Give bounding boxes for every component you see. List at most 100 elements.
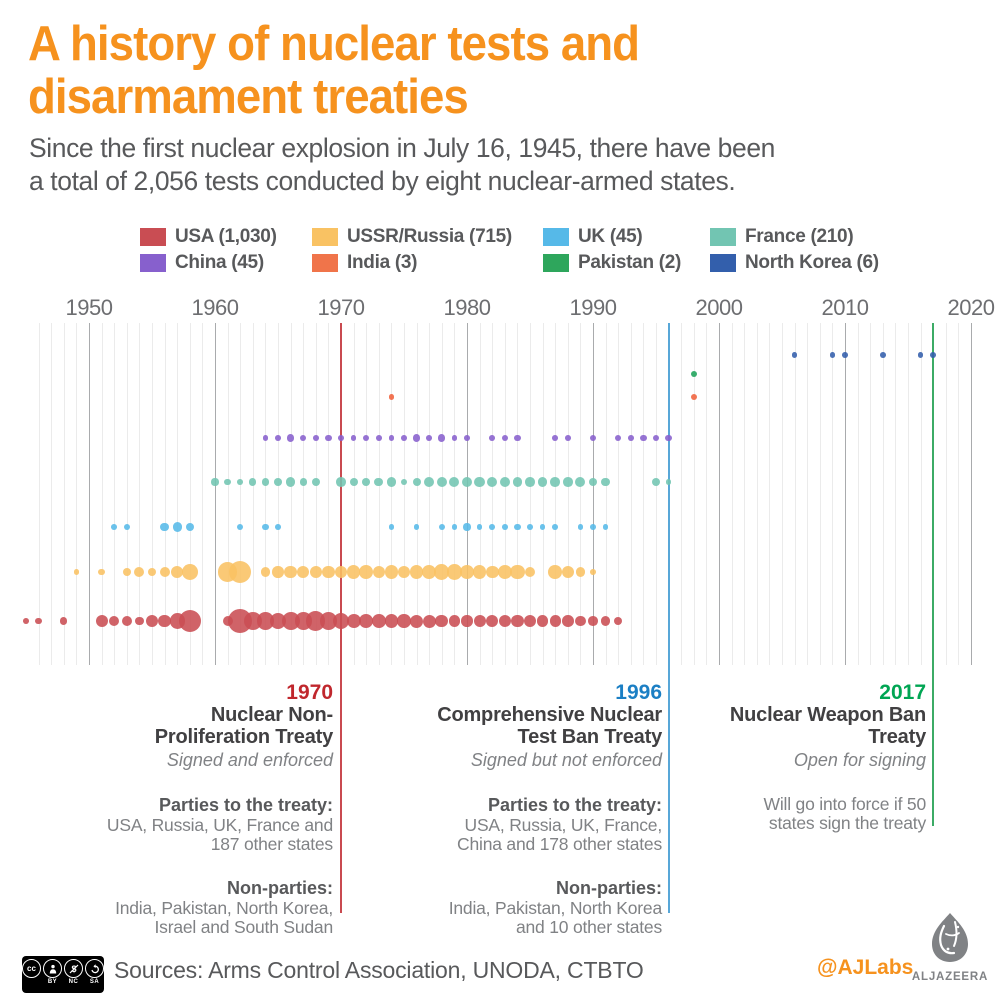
test-bubble xyxy=(272,566,284,578)
year-gridline xyxy=(454,323,456,665)
test-bubble xyxy=(397,614,411,628)
test-bubble xyxy=(473,565,487,579)
test-bubble xyxy=(536,615,549,627)
test-bubble xyxy=(461,476,473,488)
test-bubble xyxy=(426,435,432,441)
test-bubble xyxy=(589,434,597,442)
test-bubble xyxy=(275,524,281,530)
test-bubble xyxy=(552,524,559,530)
test-bubble xyxy=(665,479,672,485)
test-bubble xyxy=(160,522,169,532)
test-bubble xyxy=(311,477,320,487)
decade-gridline xyxy=(971,323,972,665)
axis-tick-label: 1990 xyxy=(569,295,617,320)
year-gridline xyxy=(832,323,834,665)
year-gridline xyxy=(744,323,746,665)
test-bubble xyxy=(449,476,460,488)
axis-tick-label: 1960 xyxy=(191,295,239,320)
legend-label: France (210) xyxy=(745,226,854,247)
test-bubble xyxy=(842,352,848,358)
test-bubble xyxy=(422,565,437,579)
year-gridline xyxy=(769,323,771,665)
test-bubble xyxy=(917,352,924,358)
test-bubble xyxy=(350,435,357,441)
ajlabs-credit: @AJLabs xyxy=(817,956,914,979)
creative-commons-badge: cc BY $ NC SA xyxy=(22,956,104,993)
legend-label: China (45) xyxy=(175,252,264,273)
sources-text: Sources: Arms Control Association, UNODA… xyxy=(114,957,644,983)
legend-label: USSR/Russia (715) xyxy=(347,226,512,247)
treaty-non-parties: Non-parties: India, Pakistan, North Kore… xyxy=(115,878,333,937)
test-bubble xyxy=(122,567,131,577)
test-bubble xyxy=(473,615,486,627)
test-bubble xyxy=(575,567,585,577)
test-bubble xyxy=(362,478,371,486)
year-gridline xyxy=(580,323,582,665)
test-bubble xyxy=(640,434,647,442)
decade-gridline xyxy=(593,323,594,665)
test-bubble xyxy=(158,614,171,628)
year-gridline xyxy=(756,323,758,665)
legend-item: France (210) xyxy=(710,226,854,247)
test-bubble xyxy=(512,477,523,487)
cc-icon: cc xyxy=(22,959,41,978)
test-bubble xyxy=(548,565,563,579)
year-gridline xyxy=(189,323,191,665)
year-gridline xyxy=(202,323,204,665)
year-gridline xyxy=(391,323,393,665)
year-gridline xyxy=(378,323,380,665)
year-gridline xyxy=(126,323,128,665)
test-bubble xyxy=(123,523,131,531)
axis-tick-label: 1950 xyxy=(65,295,113,320)
test-bubble xyxy=(474,476,486,488)
test-bubble xyxy=(338,435,344,441)
year-gridline xyxy=(870,323,872,665)
year-gridline xyxy=(290,323,292,665)
test-bubble xyxy=(358,613,374,629)
test-bubble xyxy=(401,435,407,441)
test-bubble xyxy=(525,477,535,487)
year-gridline xyxy=(681,323,683,665)
test-bubble xyxy=(262,523,269,531)
year-gridline xyxy=(504,323,506,665)
test-bubble xyxy=(514,523,521,531)
test-bubble xyxy=(322,565,335,579)
year-gridline xyxy=(706,323,708,665)
decade-gridline xyxy=(845,323,846,665)
test-bubble xyxy=(185,522,194,532)
treaty-status: Signed but not enforced xyxy=(470,750,662,770)
year-gridline xyxy=(656,323,657,665)
year-gridline xyxy=(857,323,859,665)
year-gridline xyxy=(164,323,166,665)
test-bubble xyxy=(384,614,399,628)
year-gridline xyxy=(278,323,279,665)
year-gridline xyxy=(643,323,645,665)
test-bubble xyxy=(386,477,397,487)
year-gridline xyxy=(328,323,330,665)
test-bubble xyxy=(436,476,448,488)
test-bubble xyxy=(627,435,634,441)
test-bubble xyxy=(325,434,332,442)
legend-item: China (45) xyxy=(140,252,264,273)
test-bubble xyxy=(575,477,586,487)
test-bubble xyxy=(359,565,374,579)
test-bubble xyxy=(539,524,546,530)
year-gridline xyxy=(807,323,809,665)
test-bubble xyxy=(388,394,395,400)
test-bubble xyxy=(434,564,450,580)
test-bubble xyxy=(791,352,798,358)
test-bubble xyxy=(501,524,508,530)
legend-item: Pakistan (2) xyxy=(543,252,681,273)
test-bubble xyxy=(489,435,496,441)
legend-item: India (3) xyxy=(312,252,417,273)
test-bubble xyxy=(388,524,395,530)
test-bubble xyxy=(286,477,296,487)
test-bubble xyxy=(523,614,537,628)
year-gridline xyxy=(630,323,632,665)
treaty-line-2017 xyxy=(932,323,935,826)
test-bubble xyxy=(145,614,159,628)
test-bubble xyxy=(510,564,525,580)
year-gridline xyxy=(731,323,733,665)
test-bubble xyxy=(135,616,144,626)
